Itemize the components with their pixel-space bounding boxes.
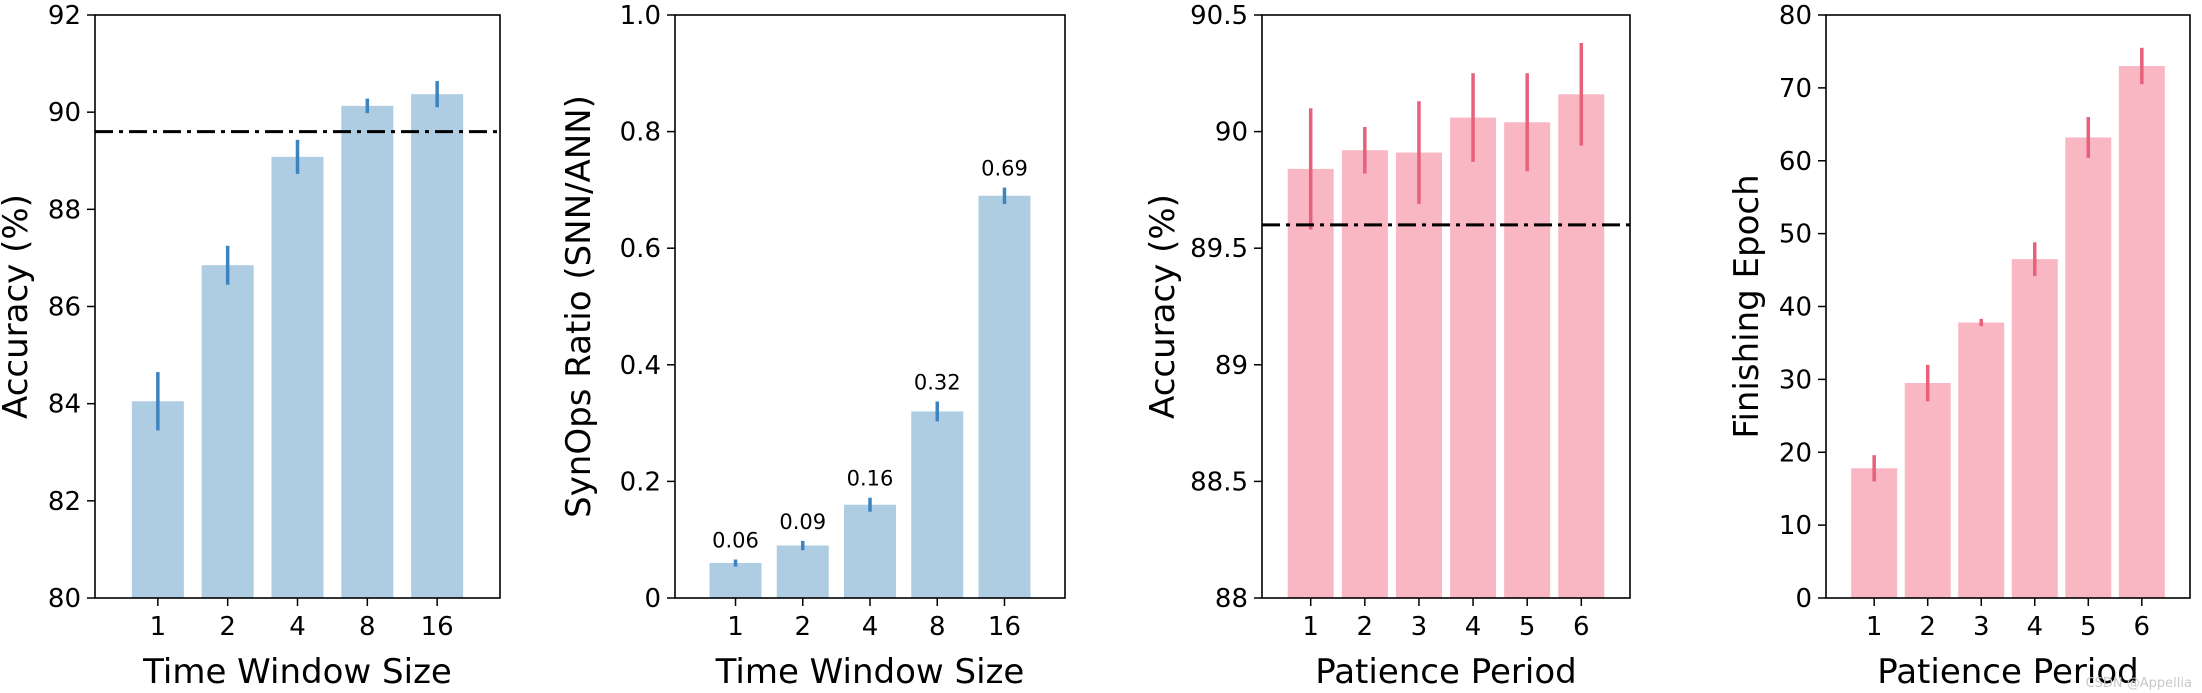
y-tick-label: 90.5 [1190,1,1248,31]
y-tick-label: 1.0 [620,1,661,31]
y-tick-label: 60 [1779,147,1812,177]
x-tick-label-3: 3 [1973,612,1990,642]
bar-2 [1341,150,1388,599]
bar-2 [1904,383,1951,598]
x-tick-label-8: 8 [359,612,376,642]
x-tick-label-2: 2 [794,612,811,642]
bar-8 [341,105,394,598]
bar-2 [201,265,254,598]
bar-4 [2011,259,2058,598]
y-tick-label: 84 [48,390,81,420]
y-tick-label: 82 [48,487,81,517]
y-axis-label: Accuracy (%) [0,194,36,419]
y-tick-label: 0 [1795,584,1812,614]
data-label-2: 0.09 [779,510,826,534]
y-tick-label: 89.5 [1190,234,1248,264]
x-tick-label-1: 1 [150,612,167,642]
data-label-1: 0.06 [712,529,759,553]
x-tick-label-1: 1 [1302,612,1319,642]
plot-frame [94,14,501,599]
y-axis-label: Accuracy (%) [1143,194,1183,419]
bar-4 [844,504,896,598]
x-tick-label-4: 4 [289,612,306,642]
x-tick-label-16: 16 [421,612,454,642]
x-tick-label-5: 5 [2080,612,2097,642]
bar-3 [1958,322,2005,598]
bar-16 [411,94,464,599]
x-tick-label-8: 8 [929,612,946,642]
data-label-8: 0.32 [914,371,961,395]
y-tick-label: 0.4 [620,351,661,381]
plot-frame [1825,14,2191,599]
bar-6 [1558,94,1605,599]
y-tick-label: 20 [1779,438,1812,468]
x-tick-label-4: 4 [2026,612,2043,642]
x-tick-label-2: 2 [219,612,236,642]
x-tick-label-3: 3 [1411,612,1428,642]
y-tick-label: 0.2 [620,467,661,497]
y-tick-label: 0.8 [620,118,661,148]
y-tick-label: 10 [1779,511,1812,541]
y-axis-label: Finishing Epoch [1727,174,1767,438]
bar-4 [271,156,324,598]
plot-frame [674,14,1066,599]
y-tick-label: 80 [48,584,81,614]
y-tick-label: 80 [1779,1,1812,31]
y-tick-label: 89 [1215,351,1248,381]
y-axis-label: SynOps Ratio (SNN/ANN) [559,95,599,518]
x-tick-label-2: 2 [1357,612,1374,642]
y-tick-label: 92 [48,1,81,31]
x-axis-label: Patience Period [1877,652,2139,692]
y-tick-label: 86 [48,293,81,323]
bar-5 [1504,122,1551,598]
x-tick-label-4: 4 [862,612,879,642]
bar-3 [1395,152,1442,598]
x-tick-label-2: 2 [1919,612,1936,642]
x-axis-label: Patience Period [1315,652,1577,692]
y-tick-label: 90 [48,98,81,128]
bar-16 [978,195,1031,599]
x-axis-label: Time Window Size [715,652,1025,692]
bar-8 [911,411,964,598]
y-tick-label: 50 [1779,220,1812,250]
bar-1 [1851,468,1898,598]
y-tick-label: 88 [48,195,81,225]
y-tick-label: 40 [1779,293,1812,323]
x-tick-label-5: 5 [1519,612,1536,642]
y-tick-label: 90 [1215,118,1248,148]
bar-2 [776,545,829,598]
panel-patience-accuracy: 1 2 3 4 5 6 88 88.5 89 89.5 90 90.5 Patience Period A… [1143,1,1631,692]
bar-1 [131,401,184,598]
y-tick-label: 0 [644,584,661,614]
panel-time-window-accuracy: 1 2 4 8 16 80 82 84 86 88 90 92 Time Window Size Accu… [0,1,501,692]
bar-6 [2118,66,2165,598]
panel-time-window-synops: 1 0.06 2 0.09 4 0.16 8 0.32 16 0.69 0 0.2 0.4 0.6 0.8 1… [559,1,1066,692]
data-label-16: 0.69 [981,157,1028,181]
x-tick-label-4: 4 [1465,612,1482,642]
watermark-text: CSDN @Appellia [2085,676,2192,691]
plot-frame [1261,14,1631,599]
x-tick-label-1: 1 [727,612,744,642]
y-tick-label: 88 [1215,584,1248,614]
bar-4 [1450,117,1497,598]
bar-1 [709,563,762,598]
y-tick-label: 70 [1779,74,1812,104]
y-tick-label: 30 [1779,365,1812,395]
bar-5 [2065,137,2112,598]
x-tick-label-6: 6 [1573,612,1590,642]
bar-1 [1287,168,1334,599]
x-tick-label-6: 6 [2134,612,2151,642]
x-tick-label-1: 1 [1866,612,1883,642]
y-tick-label: 0.6 [620,234,661,264]
data-label-4: 0.16 [847,467,894,491]
x-tick-label-16: 16 [988,612,1021,642]
x-axis-label: Time Window Size [142,652,452,692]
y-tick-label: 88.5 [1190,467,1248,497]
